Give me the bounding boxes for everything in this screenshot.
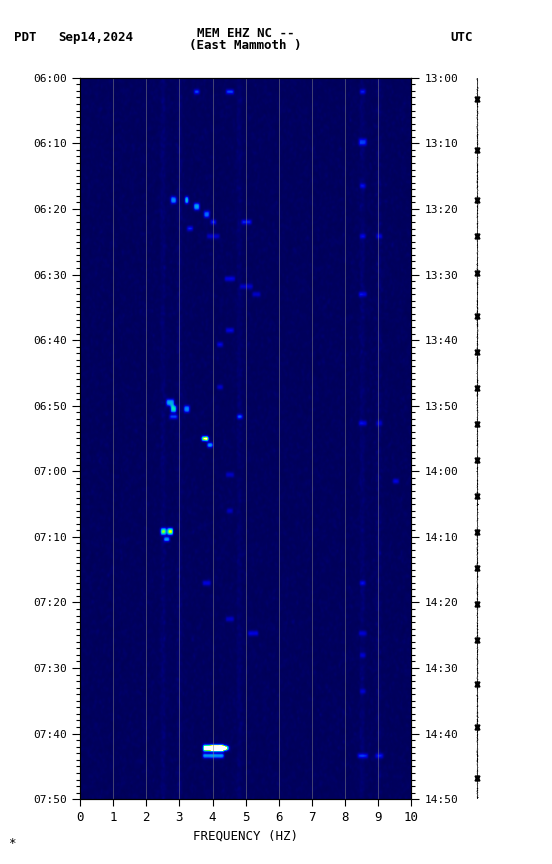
Text: (East Mammoth ): (East Mammoth )	[189, 39, 302, 52]
Text: *: *	[8, 836, 16, 849]
Text: Sep14,2024: Sep14,2024	[58, 31, 133, 44]
Text: PDT: PDT	[14, 31, 36, 44]
X-axis label: FREQUENCY (HZ): FREQUENCY (HZ)	[193, 829, 298, 842]
Text: UTC: UTC	[450, 31, 473, 44]
Text: MEM EHZ NC --: MEM EHZ NC --	[197, 27, 294, 40]
